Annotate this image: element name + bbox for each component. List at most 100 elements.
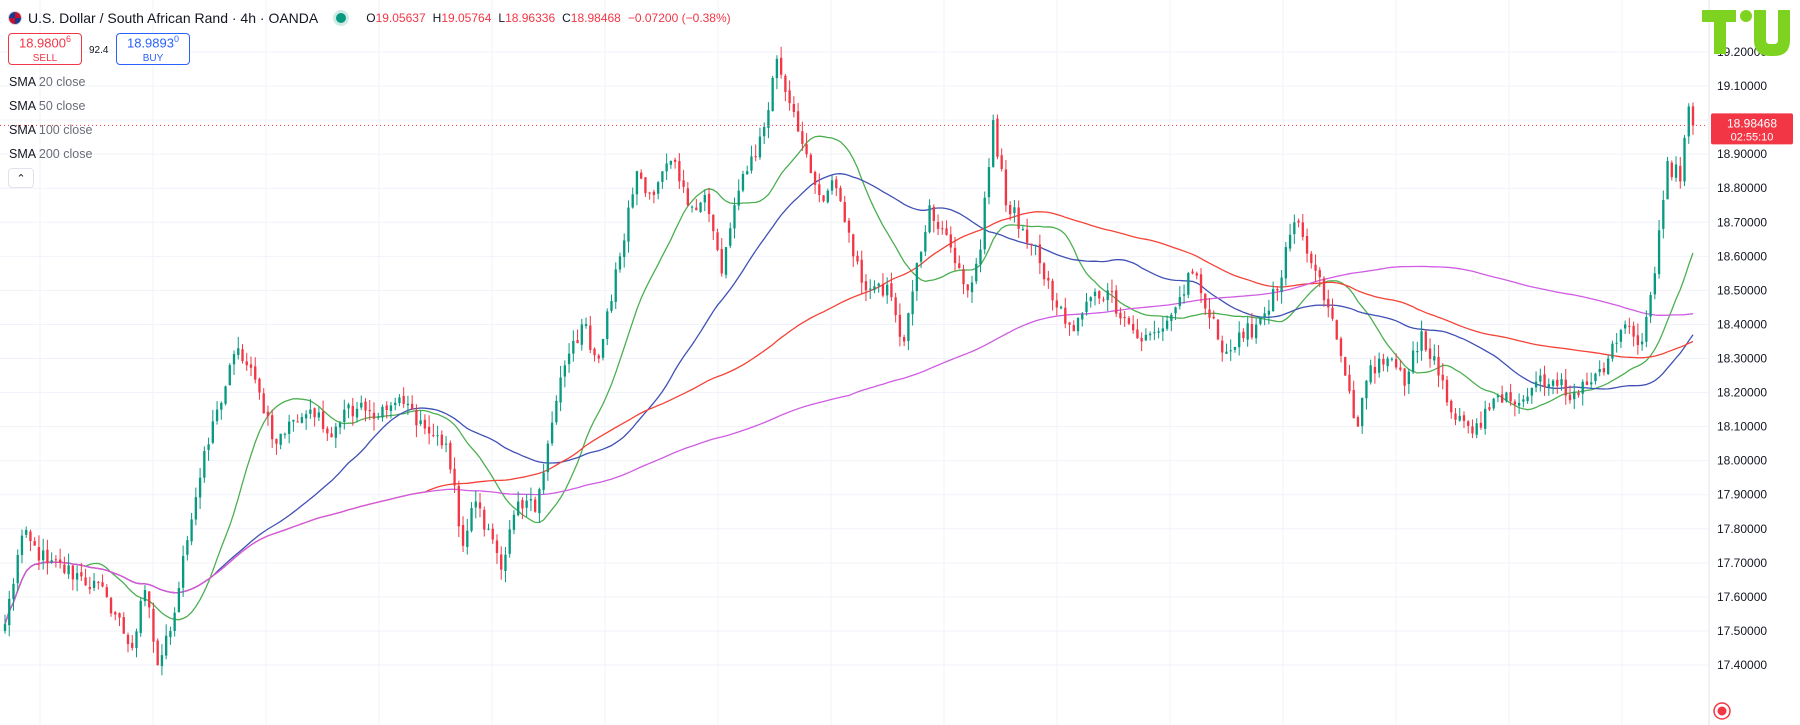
candle-body — [368, 410, 371, 412]
candle-body — [593, 348, 596, 356]
candle-body — [1314, 264, 1317, 271]
candle-body — [750, 156, 753, 171]
candle-body — [792, 104, 796, 113]
candle-body — [1284, 247, 1288, 279]
candle-body — [88, 586, 91, 590]
tradingview-logo[interactable] — [1702, 10, 1792, 56]
candle-body — [915, 263, 919, 292]
candle-body — [1187, 273, 1190, 295]
candle-body — [148, 591, 151, 608]
candle-body — [1038, 244, 1042, 264]
candle-body — [1000, 155, 1003, 169]
candle-body — [389, 405, 393, 411]
candle-body — [1030, 243, 1033, 245]
candle-body — [1462, 415, 1466, 421]
candle-body — [377, 416, 380, 418]
candle-body — [652, 191, 656, 196]
candle-body — [1068, 322, 1071, 325]
indicator-sma-50[interactable]: SMA 50 close — [9, 99, 85, 113]
candle-body — [936, 221, 940, 229]
candle-body — [1581, 381, 1584, 394]
candle-body — [949, 234, 952, 248]
candle-body — [1475, 423, 1478, 435]
candle-body — [1674, 164, 1678, 178]
candle-body — [385, 405, 388, 411]
candle-body — [1640, 341, 1644, 345]
candle-body — [1416, 350, 1419, 353]
indicator-sma-20[interactable]: SMA 20 close — [9, 75, 85, 89]
candle-body — [1013, 207, 1016, 214]
candle-body — [474, 501, 477, 508]
candle-body — [75, 573, 79, 580]
candle-body — [67, 565, 70, 575]
candle-body — [338, 423, 342, 428]
candle-body — [1081, 313, 1084, 320]
y-tick-label: 18.60000 — [1717, 249, 1767, 263]
symbol-title[interactable]: U.S. Dollar / South African Rand · 4h · … — [28, 10, 319, 26]
candle-body — [211, 421, 214, 443]
candle-body — [1611, 343, 1614, 359]
market-status-icon[interactable] — [336, 13, 347, 23]
indicator-name: SMA — [9, 75, 36, 89]
candle-body — [109, 597, 113, 614]
candle-body — [423, 419, 427, 429]
flag-icon-axis[interactable] — [1713, 702, 1731, 720]
candle-body — [763, 126, 766, 137]
candle-body — [1390, 358, 1394, 360]
candle-body — [919, 252, 923, 262]
sell-price: 18.98006 — [18, 33, 71, 51]
candle-body — [139, 600, 142, 634]
candle-body — [1106, 290, 1109, 301]
candle-body — [559, 377, 562, 403]
candle-body — [665, 163, 668, 172]
candle-body — [169, 630, 172, 638]
y-tick-label: 18.20000 — [1717, 386, 1767, 400]
candle-body — [1110, 291, 1114, 293]
candle-body — [25, 529, 28, 535]
candle-body — [156, 640, 159, 665]
candle-body — [63, 564, 66, 573]
candle-body — [902, 337, 906, 342]
candle-body — [118, 613, 121, 618]
candle-body — [640, 172, 643, 179]
candle-body — [1271, 289, 1275, 312]
y-tick-label: 18.90000 — [1717, 147, 1767, 161]
candle-body — [1254, 324, 1258, 339]
candle-body — [741, 173, 745, 191]
candle-body — [1267, 310, 1271, 315]
candle-body — [1034, 244, 1037, 246]
candle-body — [1670, 162, 1673, 178]
candle-body — [576, 340, 579, 344]
indicator-sma-200[interactable]: SMA 200 close — [9, 147, 92, 161]
candle-body — [1653, 273, 1656, 295]
candlesticks — [3, 46, 1695, 676]
candle-body — [1242, 331, 1245, 339]
candle-body — [504, 554, 507, 571]
collapse-indicators-button[interactable]: ⌃ — [8, 168, 34, 188]
sell-button[interactable]: 18.98006 SELL — [8, 33, 82, 65]
candle-body — [436, 435, 439, 437]
buy-button[interactable]: 18.98930 BUY — [116, 33, 190, 65]
candle-body — [932, 206, 935, 221]
candle-body — [317, 412, 321, 418]
candle-body — [1335, 320, 1338, 340]
candle-body — [1051, 280, 1054, 301]
candle-body — [1301, 222, 1304, 237]
candle-body — [241, 349, 244, 362]
candle-body — [1467, 421, 1470, 426]
candle-body — [864, 281, 868, 291]
candle-body — [3, 624, 7, 631]
candle-body — [258, 378, 261, 393]
candle-body — [309, 409, 312, 414]
candle-body — [84, 577, 87, 586]
candle-body — [275, 438, 278, 444]
candle-body — [1636, 335, 1640, 346]
indicator-sma-100[interactable]: SMA 100 close — [9, 123, 92, 137]
candle-body — [521, 500, 524, 509]
candle-body — [126, 634, 130, 644]
candle-body — [347, 404, 350, 409]
candle-body — [1382, 358, 1385, 365]
candle-body — [928, 205, 931, 233]
candle-body — [1662, 200, 1665, 229]
